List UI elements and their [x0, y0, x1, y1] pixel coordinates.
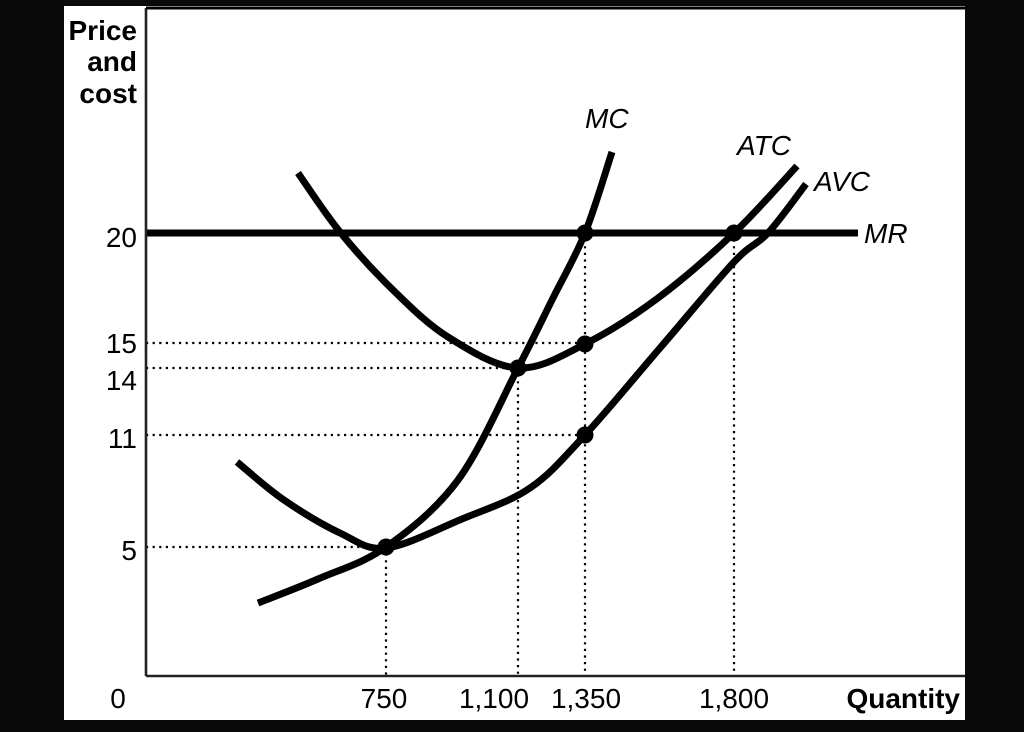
point-q1350-p20: [576, 224, 594, 242]
y-tick-label-20: 20: [106, 222, 137, 253]
mc-curve-label: MC: [585, 103, 629, 134]
y-axis-title-line-1: Price: [69, 15, 138, 46]
x-tick-label-1350: 1,350: [551, 683, 621, 714]
atc-curve-label: ATC: [735, 130, 792, 161]
x-axis-title: Quantity: [846, 683, 960, 714]
x-tick-label-750: 750: [361, 683, 408, 714]
y-tick-label-15: 15: [106, 328, 137, 359]
key-points: [377, 224, 743, 556]
origin-label: 0: [110, 683, 126, 714]
point-q750-p5: [377, 538, 395, 556]
x-tick-label-1800: 1,800: [699, 683, 769, 714]
point-q1350-p15: [576, 335, 594, 353]
avc-curve: [234, 181, 809, 552]
axes: [144, 6, 965, 678]
point-q1100-p14: [509, 359, 527, 377]
y-axis-title-line-3: cost: [79, 78, 137, 109]
dotted-guide-lines: [146, 233, 736, 676]
x-tick-label-1100: 1,100: [459, 683, 529, 714]
point-q1350-p11: [576, 426, 594, 444]
avc-curve-label: AVC: [812, 166, 871, 197]
point-q1800-p20: [725, 224, 743, 242]
y-tick-label-5: 5: [121, 535, 137, 566]
mr-curve-label: MR: [864, 218, 908, 249]
y-tick-label-11: 11: [108, 423, 137, 454]
y-tick-label-14: 14: [106, 365, 137, 396]
y-axis-title-line-2: and: [87, 46, 137, 77]
